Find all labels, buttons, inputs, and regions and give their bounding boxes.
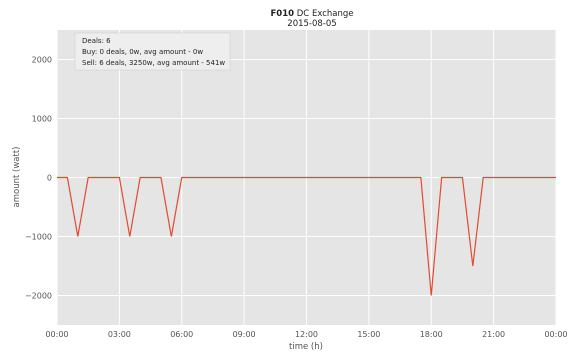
legend-deals: Deals: 6 [82, 37, 111, 45]
x-tick-label: 03:00 [108, 330, 131, 339]
legend-buy: Buy: 0 deals, 0w, avg amount - 0w [82, 48, 203, 56]
chart-title-rest: DC Exchange [294, 9, 353, 19]
legend-sell: Sell: 6 deals, 3250w, avg amount - 541w [82, 59, 225, 67]
series-line [57, 176, 556, 296]
x-tick-label: 06:00 [170, 330, 193, 339]
x-tick-label: 00:00 [544, 330, 567, 339]
tick-layer: 00:00 03:00 06:00 09:00 12:00 15:00 18:00 21:00… [25, 56, 568, 340]
x-tick-label: 00:00 [45, 330, 68, 339]
x-tick-label: 21:00 [482, 330, 505, 339]
y-tick-label: 0 [47, 174, 52, 183]
y-tick-label: 2000 [32, 56, 52, 65]
y-tick-label: −1000 [25, 233, 52, 242]
legend-box [74, 32, 231, 71]
x-tick-label: 15:00 [357, 330, 380, 339]
y-tick-label: 1000 [32, 115, 52, 124]
y-tick-label: −2000 [25, 292, 52, 301]
chart-title-bold: F010 [271, 9, 295, 19]
x-tick-label: 18:00 [420, 330, 443, 339]
x-tick-label: 12:00 [295, 330, 318, 339]
x-tick-label: 09:00 [233, 330, 256, 339]
y-axis-label: amount (watt) [12, 147, 22, 208]
x-axis-label: time (h) [289, 342, 323, 352]
chart-title: F010 DC Exchange [271, 9, 354, 19]
chart-subtitle: 2015-08-05 [287, 19, 336, 29]
